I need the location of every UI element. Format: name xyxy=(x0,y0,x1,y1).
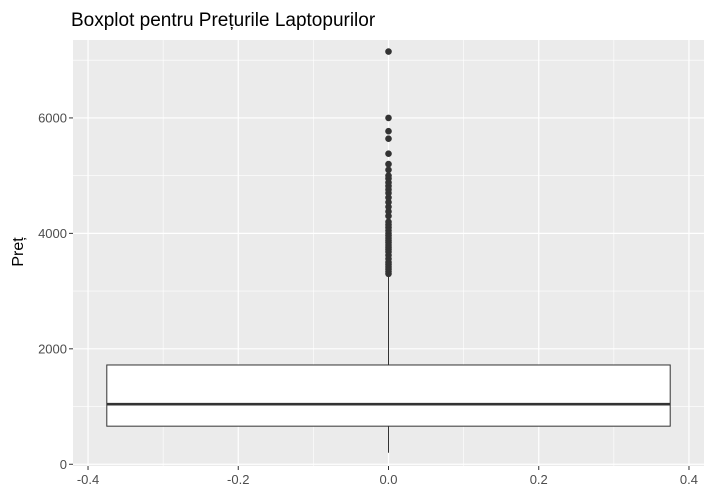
outlier-point xyxy=(385,218,392,226)
y-tick-label: 6000 xyxy=(38,110,67,125)
x-tick-label: -0.4 xyxy=(77,472,99,487)
y-tick-label: 2000 xyxy=(38,341,67,356)
outlier-point xyxy=(385,172,392,179)
x-tick-label: 0.0 xyxy=(379,472,397,487)
x-axis: -0.4 -0.2 0.0 0.2 0.4 xyxy=(77,466,698,487)
outlier-point xyxy=(385,203,392,211)
outlier-point xyxy=(385,194,392,201)
outlier-point xyxy=(385,160,392,168)
y-axis: 0 2000 4000 6000 xyxy=(38,110,73,472)
box-iqr xyxy=(106,364,671,427)
outlier-point xyxy=(385,166,392,174)
outlier-point xyxy=(385,212,392,220)
x-tick-label: 0.2 xyxy=(530,472,548,487)
outlier-point xyxy=(385,48,392,55)
boxplot xyxy=(106,274,671,453)
outlier-point xyxy=(385,135,392,143)
x-tick-label: 0.4 xyxy=(680,472,698,487)
outlier-points xyxy=(385,48,392,278)
y-tick-label: 0 xyxy=(60,457,67,472)
outlier-point xyxy=(385,150,392,158)
outlier-point xyxy=(385,198,392,206)
outlier-point xyxy=(385,114,392,122)
x-tick-label: -0.2 xyxy=(227,472,249,487)
outlier-point xyxy=(385,208,392,215)
chart-title: Boxplot pentru Prețurile Laptopurilor xyxy=(71,10,376,31)
y-tick-label: 4000 xyxy=(38,226,67,241)
y-axis-label: Preț xyxy=(10,237,27,267)
outlier-point xyxy=(385,127,392,135)
